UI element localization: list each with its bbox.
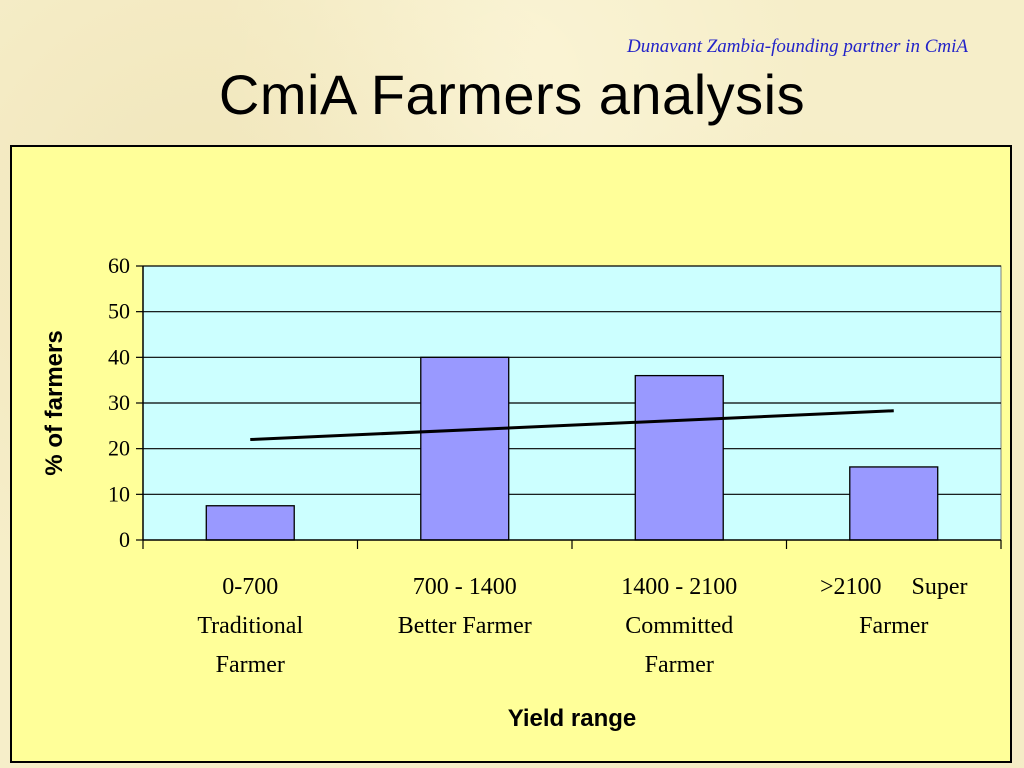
axes: [136, 265, 1002, 549]
x-category-label: 1400 - 2100 Committed Farmer: [621, 574, 737, 678]
x-category-line: Better Farmer: [398, 613, 532, 639]
x-category-label: >2100 Super Farmer: [820, 574, 968, 639]
y-tick-label: 10: [108, 481, 130, 506]
y-tick-label: 50: [108, 299, 130, 324]
x-category-line: Committed: [625, 613, 733, 639]
x-category-label: 700 - 1400 Better Farmer: [398, 574, 532, 639]
y-tick-labels: 0 10 20 30 40 50 60: [108, 253, 130, 552]
bar-chart: 0 10 20 30 40 50 60 0-700 Traditional Farmer 700 …: [41, 253, 1002, 732]
y-tick-label: 60: [108, 253, 130, 278]
y-axis-label: % of farmers: [41, 330, 68, 475]
x-axis-label: Yield range: [508, 705, 636, 732]
bar-3: [634, 374, 724, 541]
bar-1: [205, 505, 295, 541]
x-category-line: >2100 Super: [820, 574, 968, 600]
x-category-label: 0-700 Traditional Farmer: [197, 574, 303, 678]
y-tick-label: 40: [108, 344, 130, 369]
bar-2: [420, 356, 510, 541]
trendline: [250, 409, 894, 442]
slide-title: CmiA Farmers analysis: [218, 63, 806, 126]
y-tick-label: 20: [108, 436, 130, 461]
x-category-line: Farmer: [645, 652, 714, 678]
x-category-line: 0-700: [222, 574, 278, 600]
bar-4: [849, 466, 939, 541]
y-tick-label: 0: [119, 527, 130, 552]
x-category-labels: 0-700 Traditional Farmer 700 - 1400 Better F…: [197, 574, 967, 678]
x-category-line: 700 - 1400: [413, 574, 517, 600]
x-category-line: 1400 - 2100: [621, 574, 737, 600]
x-category-line: Farmer: [859, 613, 928, 639]
x-category-line: Traditional: [197, 613, 303, 639]
slide-subtitle: Dunavant Zambia-founding partner in CmiA: [627, 36, 968, 57]
chart-panel: 0 10 20 30 40 50 60 0-700 Traditional Farmer 700 …: [10, 145, 1012, 763]
bars: [205, 356, 939, 541]
y-tick-label: 30: [108, 390, 130, 415]
x-category-line: Farmer: [216, 652, 285, 678]
